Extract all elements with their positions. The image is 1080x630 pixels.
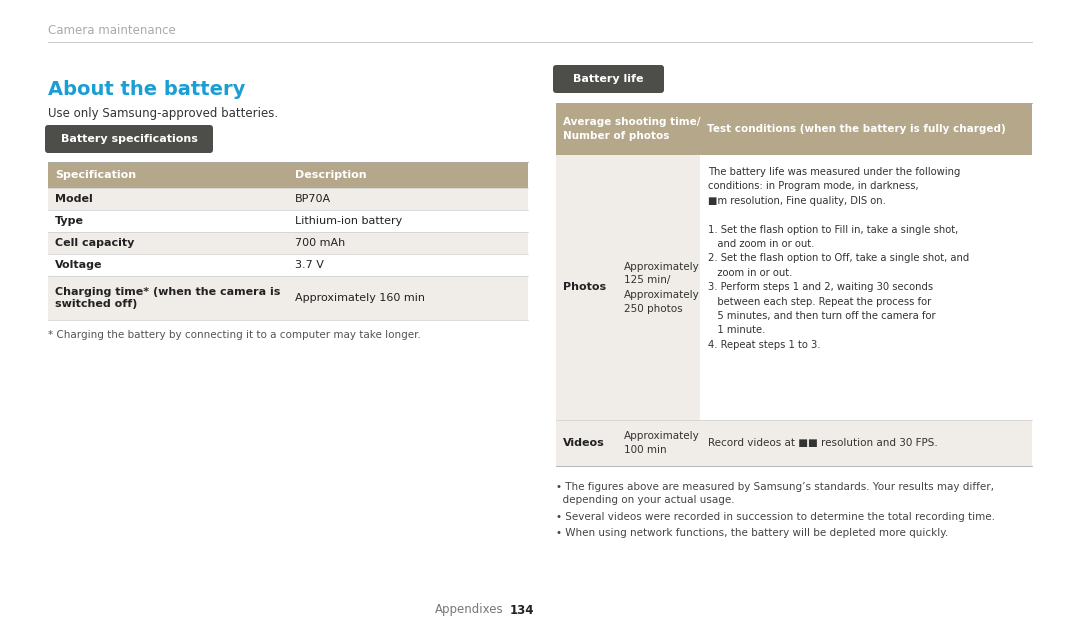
Text: Voltage: Voltage (55, 260, 103, 270)
Bar (556, 420, 618, 466)
Bar (618, 420, 700, 466)
Bar (556, 103, 700, 155)
Bar (288, 276, 528, 320)
Text: 134: 134 (510, 604, 535, 617)
Bar (618, 155, 700, 420)
Bar (700, 420, 1032, 466)
Text: Appendixes: Appendixes (435, 604, 504, 617)
Text: About the battery: About the battery (48, 80, 245, 99)
Bar (48, 276, 288, 320)
Bar (700, 103, 1032, 155)
Bar (288, 210, 528, 232)
Text: • The figures above are measured by Samsung’s standards. Your results may differ: • The figures above are measured by Sams… (556, 482, 994, 505)
Text: Battery life: Battery life (573, 74, 644, 84)
Bar (48, 210, 288, 232)
Text: Cell capacity: Cell capacity (55, 238, 134, 248)
FancyBboxPatch shape (45, 125, 213, 153)
Text: 700 mAh: 700 mAh (295, 238, 346, 248)
Text: 3.7 V: 3.7 V (295, 260, 324, 270)
Bar (288, 162, 528, 188)
Bar (700, 155, 1032, 420)
Bar (288, 254, 528, 276)
Text: Approximately
125 min/
Approximately
250 photos: Approximately 125 min/ Approximately 250… (624, 261, 700, 314)
Text: Record videos at ■■ resolution and 30 FPS.: Record videos at ■■ resolution and 30 FP… (708, 438, 937, 448)
Text: Camera maintenance: Camera maintenance (48, 23, 176, 37)
Bar (48, 162, 288, 188)
Bar (48, 254, 288, 276)
FancyBboxPatch shape (553, 65, 664, 93)
Text: * Charging the battery by connecting it to a computer may take longer.: * Charging the battery by connecting it … (48, 330, 421, 340)
Bar (288, 188, 528, 210)
Text: Use only Samsung-approved batteries.: Use only Samsung-approved batteries. (48, 107, 279, 120)
Text: Charging time* (when the camera is
switched off): Charging time* (when the camera is switc… (55, 287, 281, 309)
Text: Lithium-ion battery: Lithium-ion battery (295, 216, 402, 226)
Bar (48, 232, 288, 254)
Text: Test conditions (when the battery is fully charged): Test conditions (when the battery is ful… (707, 124, 1005, 134)
Text: Model: Model (55, 194, 93, 204)
Bar (48, 188, 288, 210)
Text: Battery specifications: Battery specifications (60, 134, 198, 144)
Text: BP70A: BP70A (295, 194, 332, 204)
Text: Videos: Videos (563, 438, 605, 448)
Text: Description: Description (295, 170, 366, 180)
Bar (556, 155, 618, 420)
Text: The battery life was measured under the following
conditions: in Program mode, i: The battery life was measured under the … (708, 167, 969, 350)
Text: Photos: Photos (563, 282, 606, 292)
Text: Type: Type (55, 216, 84, 226)
Text: Approximately
100 min: Approximately 100 min (624, 432, 700, 455)
Bar (288, 232, 528, 254)
Text: • Several videos were recorded in succession to determine the total recording ti: • Several videos were recorded in succes… (556, 512, 995, 522)
Text: Approximately 160 min: Approximately 160 min (295, 293, 426, 303)
Text: • When using network functions, the battery will be depleted more quickly.: • When using network functions, the batt… (556, 528, 948, 538)
Text: Average shooting time/
Number of photos: Average shooting time/ Number of photos (563, 117, 701, 140)
Text: Specification: Specification (55, 170, 136, 180)
